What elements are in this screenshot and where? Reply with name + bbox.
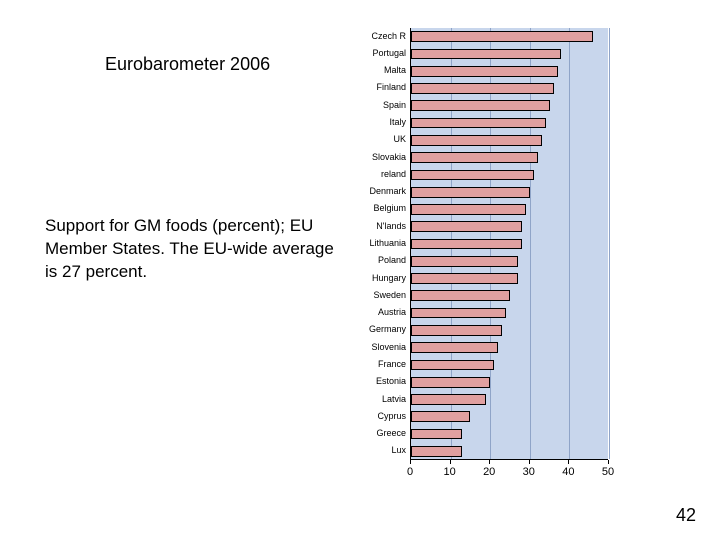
- bar: [411, 411, 470, 422]
- bar: [411, 325, 502, 336]
- page-number: 42: [676, 505, 696, 526]
- y-axis-label: Poland: [378, 255, 406, 265]
- y-axis-label: Austria: [378, 307, 406, 317]
- y-axis-label: Lux: [391, 445, 406, 455]
- y-axis-label: UK: [393, 134, 406, 144]
- bar: [411, 221, 522, 232]
- x-tick: [529, 460, 530, 464]
- y-axis-label: Lithuania: [369, 238, 406, 248]
- bar: [411, 360, 494, 371]
- bar: [411, 170, 534, 181]
- bar: [411, 446, 462, 457]
- y-axis-label: Hungary: [372, 273, 406, 283]
- y-axis-label: Slovenia: [371, 342, 406, 352]
- x-axis-label: 10: [443, 466, 455, 478]
- bar: [411, 377, 490, 388]
- y-axis-label: Belgium: [373, 203, 406, 213]
- x-axis-label: 50: [602, 466, 614, 478]
- x-tick: [489, 460, 490, 464]
- x-axis-label: 40: [562, 466, 574, 478]
- bar: [411, 118, 546, 129]
- y-axis-label: France: [378, 359, 406, 369]
- gridline: [609, 28, 610, 459]
- bar: [411, 342, 498, 353]
- bar: [411, 239, 522, 250]
- bar: [411, 429, 462, 440]
- y-axis-label: reland: [381, 169, 406, 179]
- y-axis-label: Italy: [389, 117, 406, 127]
- gridline: [569, 28, 570, 459]
- y-axis-label: Spain: [383, 100, 406, 110]
- chart-description: Support for GM foods (percent); EU Membe…: [45, 215, 345, 284]
- bar: [411, 290, 510, 301]
- bar-chart: 01020304050Czech RPortugalMaltaFinlandSp…: [355, 28, 610, 488]
- x-tick: [410, 460, 411, 464]
- y-axis-label: Germany: [369, 324, 406, 334]
- y-axis-label: Cyprus: [377, 411, 406, 421]
- y-axis-label: Denmark: [369, 186, 406, 196]
- y-axis-label: Greece: [376, 428, 406, 438]
- bar: [411, 83, 554, 94]
- bar: [411, 187, 530, 198]
- x-axis-label: 30: [523, 466, 535, 478]
- bar: [411, 256, 518, 267]
- x-axis-label: 0: [407, 466, 413, 478]
- bar: [411, 394, 486, 405]
- y-axis-label: Sweden: [373, 290, 406, 300]
- x-tick: [568, 460, 569, 464]
- bar: [411, 135, 542, 146]
- y-axis-label: Portugal: [372, 48, 406, 58]
- y-axis-label: Malta: [384, 65, 406, 75]
- x-axis-label: 20: [483, 466, 495, 478]
- bar: [411, 66, 558, 77]
- x-tick: [450, 460, 451, 464]
- y-axis-label: Slovakia: [372, 152, 406, 162]
- plot-area: [410, 28, 608, 460]
- bar: [411, 100, 550, 111]
- y-axis-label: Finland: [376, 82, 406, 92]
- y-axis-label: Latvia: [382, 394, 406, 404]
- bar: [411, 273, 518, 284]
- y-axis-label: Czech R: [371, 31, 406, 41]
- y-axis-label: N'lands: [376, 221, 406, 231]
- chart-title: Eurobarometer 2006: [105, 54, 270, 75]
- y-axis-label: Estonia: [376, 376, 406, 386]
- x-tick: [608, 460, 609, 464]
- bar: [411, 204, 526, 215]
- bar: [411, 152, 538, 163]
- bar: [411, 31, 593, 42]
- bar: [411, 308, 506, 319]
- bar: [411, 49, 561, 60]
